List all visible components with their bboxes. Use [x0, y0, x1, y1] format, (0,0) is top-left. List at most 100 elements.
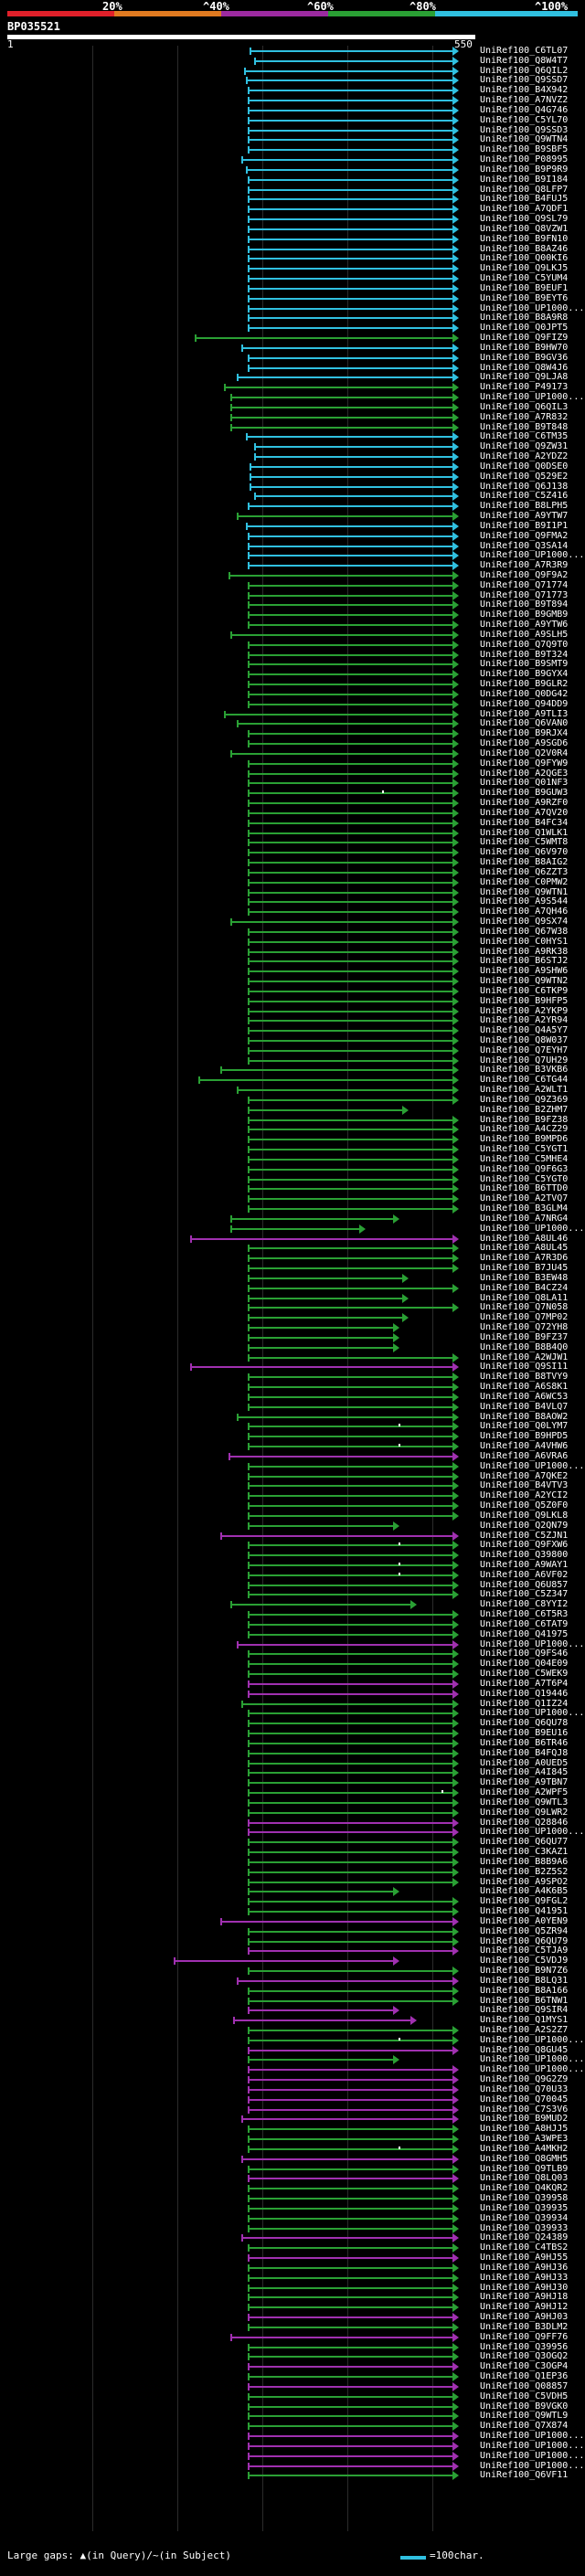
- hit-bar[interactable]: [247, 891, 453, 894]
- hit-label[interactable]: UniRef100_UP1000...: [480, 2431, 585, 2442]
- hit-row[interactable]: UniRef100_Q8LQ03: [0, 2173, 585, 2184]
- hit-label[interactable]: UniRef100_Q28846: [480, 1817, 569, 1828]
- hit-row[interactable]: UniRef100_Q9SI11: [0, 1362, 585, 1373]
- hit-row[interactable]: UniRef100_A6WC53: [0, 1392, 585, 1403]
- hit-bar[interactable]: [247, 2435, 453, 2438]
- hit-label[interactable]: UniRef100_Q01NF3: [480, 778, 569, 789]
- hit-row[interactable]: UniRef100_B8LPH5: [0, 501, 585, 512]
- hit-label[interactable]: UniRef100_Q8W4J6: [480, 362, 569, 373]
- hit-row[interactable]: UniRef100_Q8W037: [0, 1035, 585, 1046]
- hit-row[interactable]: UniRef100_B8B9A6: [0, 1857, 585, 1868]
- hit-bar[interactable]: [250, 50, 453, 52]
- hit-row[interactable]: UniRef100_Q41975: [0, 1629, 585, 1640]
- hit-label[interactable]: UniRef100_B4FUJ5: [480, 194, 569, 205]
- hit-label[interactable]: UniRef100_B9GLR2: [480, 679, 569, 690]
- hit-row[interactable]: UniRef100_B4FQJ8: [0, 1748, 585, 1759]
- hit-label[interactable]: UniRef100_Q24389: [480, 2232, 569, 2243]
- hit-bar[interactable]: [247, 2405, 453, 2408]
- hit-bar[interactable]: [247, 1446, 453, 1448]
- hit-row[interactable]: UniRef100_Q41951: [0, 1906, 585, 1917]
- hit-label[interactable]: UniRef100_Q3SA14: [480, 540, 569, 551]
- hit-label[interactable]: UniRef100_Q9FMA2: [480, 530, 569, 541]
- hit-row[interactable]: UniRef100_UP1000...: [0, 303, 585, 314]
- hit-bar[interactable]: [247, 693, 453, 695]
- hit-bar[interactable]: [247, 1168, 453, 1171]
- hit-bar[interactable]: [237, 723, 453, 726]
- hit-label[interactable]: UniRef100_B9MUD2: [480, 2114, 569, 2125]
- hit-row[interactable]: UniRef100_B9RJX4: [0, 728, 585, 739]
- hit-row[interactable]: UniRef100_A7NRG4: [0, 1214, 585, 1224]
- hit-row[interactable]: UniRef100_A0YEN9: [0, 1916, 585, 1927]
- hit-row[interactable]: UniRef100_B8B4Q0: [0, 1342, 585, 1353]
- hit-label[interactable]: UniRef100_C4TBS2: [480, 2242, 569, 2253]
- hit-label[interactable]: UniRef100_A2WPF5: [480, 1787, 569, 1798]
- hit-label[interactable]: UniRef100_C6TL07: [480, 46, 569, 56]
- hit-label[interactable]: UniRef100_Q6U857: [480, 1579, 569, 1590]
- hit-label[interactable]: UniRef100_A9TBN7: [480, 1777, 569, 1788]
- hit-row[interactable]: UniRef100_A9HJ03: [0, 2312, 585, 2323]
- hit-row[interactable]: UniRef100_B9EU16: [0, 1728, 585, 1739]
- hit-label[interactable]: UniRef100_Q9SSD3: [480, 124, 569, 135]
- hit-row[interactable]: UniRef100_B6TR46: [0, 1738, 585, 1749]
- hit-bar[interactable]: [247, 2247, 453, 2250]
- hit-bar[interactable]: [247, 2009, 394, 2012]
- hit-bar[interactable]: [247, 703, 453, 705]
- hit-bar[interactable]: [247, 1317, 402, 1320]
- hit-bar[interactable]: [247, 1426, 453, 1428]
- hit-row[interactable]: UniRef100_Q0DSE0: [0, 461, 585, 472]
- hit-row[interactable]: UniRef100_Q8LA11: [0, 1293, 585, 1304]
- hit-label[interactable]: UniRef100_Q7MP02: [480, 1312, 569, 1323]
- hit-bar[interactable]: [247, 2366, 453, 2369]
- hit-bar[interactable]: [247, 1673, 453, 1676]
- hit-row[interactable]: UniRef100_Q0DG42: [0, 689, 585, 700]
- hit-label[interactable]: UniRef100_Q9SX74: [480, 917, 569, 928]
- hit-bar[interactable]: [247, 228, 453, 230]
- hit-bar[interactable]: [247, 1772, 453, 1775]
- hit-bar[interactable]: [247, 1811, 453, 1814]
- hit-label[interactable]: UniRef100_Q9LKJ5: [480, 263, 569, 274]
- hit-bar[interactable]: [247, 2108, 453, 2111]
- hit-row[interactable]: UniRef100_Q39958: [0, 2193, 585, 2204]
- hit-label[interactable]: UniRef100_B4X942: [480, 85, 569, 96]
- hit-bar[interactable]: [247, 1574, 453, 1576]
- hit-bar[interactable]: [247, 1801, 453, 1804]
- hit-row[interactable]: UniRef100_Q1IZ24: [0, 1699, 585, 1710]
- hit-row[interactable]: UniRef100_UP1000...: [0, 1827, 585, 1838]
- hit-label[interactable]: UniRef100_B8AIG2: [480, 857, 569, 868]
- hit-bar[interactable]: [247, 881, 453, 884]
- hit-row[interactable]: UniRef100_Q1EP36: [0, 2371, 585, 2382]
- hit-row[interactable]: UniRef100_A9HJ55: [0, 2253, 585, 2263]
- hit-label[interactable]: UniRef100_Q4KQR2: [480, 2183, 569, 2194]
- hit-label[interactable]: UniRef100_Q1EP36: [480, 2371, 569, 2382]
- hit-label[interactable]: UniRef100_A9HJ36: [480, 2262, 569, 2273]
- hit-row[interactable]: UniRef100_Q9SSD3: [0, 125, 585, 136]
- hit-bar[interactable]: [247, 2098, 453, 2101]
- hit-bar[interactable]: [247, 1030, 453, 1033]
- hit-row[interactable]: UniRef100_C5ZJN1: [0, 1531, 585, 1542]
- hit-bar[interactable]: [247, 2178, 453, 2180]
- hit-row[interactable]: UniRef100_Q7MP02: [0, 1312, 585, 1323]
- hit-row[interactable]: UniRef100_Q19446: [0, 1689, 585, 1700]
- hit-bar[interactable]: [247, 1465, 453, 1468]
- hit-bar[interactable]: [247, 1742, 453, 1744]
- hit-label[interactable]: UniRef100_B4FQJ8: [480, 1747, 569, 1758]
- hit-label[interactable]: UniRef100_UP1000...: [480, 2064, 585, 2075]
- hit-row[interactable]: UniRef100_B9T324: [0, 650, 585, 661]
- hit-bar[interactable]: [247, 811, 453, 814]
- hit-label[interactable]: UniRef100_B8TVY9: [480, 1372, 569, 1383]
- hit-label[interactable]: UniRef100_C3KAZ1: [480, 1847, 569, 1858]
- hit-bar[interactable]: [247, 2059, 394, 2062]
- hit-row[interactable]: UniRef100_C6T5R3: [0, 1609, 585, 1620]
- hit-row[interactable]: UniRef100_A4K6B5: [0, 1886, 585, 1897]
- hit-bar[interactable]: [247, 822, 453, 824]
- hit-label[interactable]: UniRef100_A2YCI2: [480, 1490, 569, 1501]
- hit-row[interactable]: UniRef100_Q01NF3: [0, 778, 585, 789]
- hit-label[interactable]: UniRef100_Q72YH8: [480, 1322, 569, 1333]
- hit-label[interactable]: UniRef100_B9FN10: [480, 233, 569, 244]
- hit-row[interactable]: UniRef100_P49173: [0, 382, 585, 393]
- hit-label[interactable]: UniRef100_Q9G2Z9: [480, 2074, 569, 2085]
- hit-bar[interactable]: [247, 2266, 453, 2269]
- hit-row[interactable]: UniRef100_C0PMW2: [0, 877, 585, 888]
- hit-row[interactable]: UniRef100_Q3OGQ2: [0, 2351, 585, 2362]
- hit-row[interactable]: UniRef100_Q9FF76: [0, 2332, 585, 2343]
